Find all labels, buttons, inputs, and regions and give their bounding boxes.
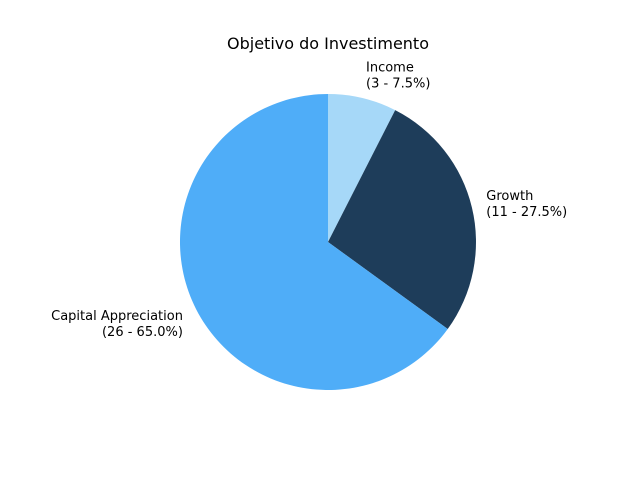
slice-label-capital-appreciation: Capital Appreciation (26 - 65.0%) — [51, 309, 183, 340]
slice-label-name: Capital Appreciation — [51, 309, 183, 324]
slice-label-name: Growth — [486, 189, 533, 204]
pie-slice-income — [328, 94, 396, 242]
pie-labels: Income (3 - 7.5%) Growth (11 - 27.5%) Capita… — [51, 61, 567, 340]
slice-label-value: (11 - 27.5%) — [486, 205, 567, 220]
chart-title: Objetivo do Investimento — [227, 34, 429, 53]
slice-label-value: (3 - 7.5%) — [366, 77, 430, 92]
slice-label-value: (26 - 65.0%) — [102, 325, 183, 340]
slice-label-income: Income (3 - 7.5%) — [366, 61, 430, 92]
pie-slice-growth — [328, 110, 476, 329]
pie-slices — [179, 93, 476, 390]
slice-label-name: Income — [366, 61, 414, 76]
pie-slice-capital-appreciation — [179, 93, 448, 390]
slice-label-growth: Growth (11 - 27.5%) — [486, 189, 567, 220]
